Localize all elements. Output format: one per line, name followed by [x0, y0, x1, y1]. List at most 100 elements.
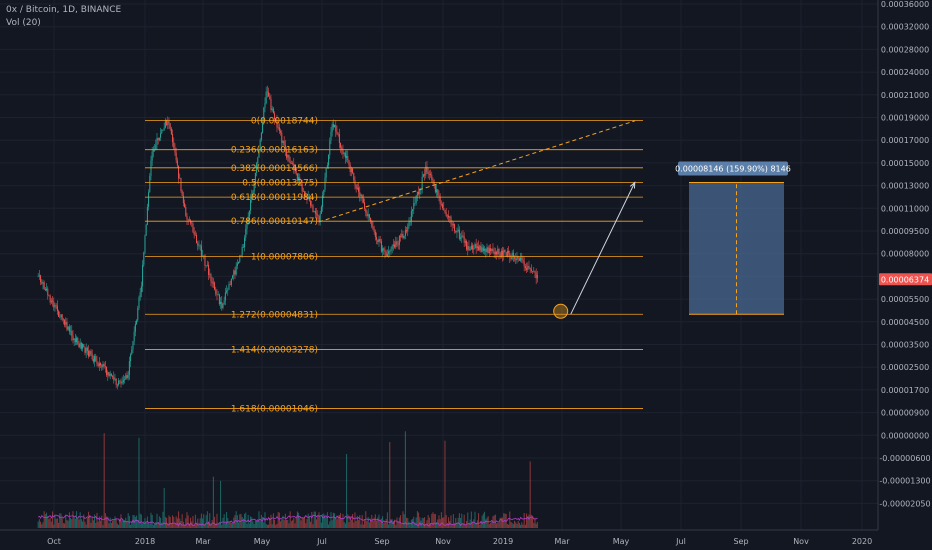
candle-body	[395, 241, 397, 248]
volume-bar	[164, 516, 166, 528]
candle-body	[468, 246, 470, 251]
volume-bar	[70, 518, 72, 528]
drawings[interactable]: 0.00008146 (159.90%) 8146	[318, 120, 791, 319]
fibonacci-levels[interactable]: 0(0.00018744) 0.236(0.00016163) 0.382(0.00…	[145, 116, 643, 414]
volume-bar	[474, 511, 476, 528]
volume-bar	[85, 524, 87, 528]
trendline-dashed[interactable]	[318, 120, 635, 223]
candle-body	[476, 246, 478, 248]
volume-bar	[149, 523, 151, 528]
candle-body	[246, 223, 248, 230]
candle-body	[338, 134, 340, 144]
volume-bar	[350, 519, 352, 528]
volume-bar	[326, 512, 328, 528]
symbol-title[interactable]: 0x / Bitcoin, 1D, BINANCE	[6, 5, 122, 15]
volume-bar	[89, 514, 91, 528]
target-arrow-line[interactable]	[570, 182, 636, 315]
candle-body	[172, 134, 174, 143]
price-tick-label: 0.00011000	[881, 204, 929, 213]
candle-body	[125, 375, 127, 380]
volume-bar	[385, 518, 387, 528]
volume-bar	[373, 517, 375, 528]
candle-body	[361, 194, 363, 199]
volume-bar	[347, 514, 349, 528]
volume-bar	[337, 515, 339, 528]
volume-bar	[102, 524, 104, 528]
candle-body	[204, 255, 206, 266]
price-tick-label: 0.00032000	[881, 23, 929, 32]
candle-body	[385, 252, 387, 257]
candle-body	[444, 209, 446, 213]
volume-bar	[259, 520, 261, 528]
candle-body	[209, 274, 211, 275]
volume-bar	[251, 517, 253, 528]
volume-indicator-label[interactable]: Vol (20)	[6, 18, 41, 28]
candle-body	[58, 311, 60, 317]
price-tick-label: 0.00000900	[881, 409, 929, 418]
volume-bar	[289, 511, 291, 528]
volume-bar	[121, 520, 123, 528]
volume-bar	[332, 512, 334, 528]
candle-body	[40, 275, 42, 283]
volume-bar	[443, 517, 445, 528]
candle-body	[143, 252, 145, 265]
time-tick-label: Jul	[316, 537, 327, 546]
candle-body	[314, 211, 316, 214]
volume-bar	[37, 521, 39, 528]
candle-body	[96, 361, 98, 364]
candle-body	[390, 249, 392, 252]
volume-bar	[178, 511, 180, 528]
volume-bar	[494, 514, 496, 528]
volume-bar	[115, 519, 117, 528]
target-circle-marker[interactable]	[553, 303, 569, 319]
candle-body	[379, 239, 381, 242]
candle-body	[55, 305, 57, 306]
volume-bar	[148, 522, 150, 528]
candle-body	[336, 131, 338, 134]
candle-body	[88, 350, 90, 357]
volume-bar	[335, 516, 337, 528]
candle-body	[61, 314, 63, 320]
volume-bar	[480, 522, 482, 528]
candle-body	[358, 187, 360, 192]
candle-body	[238, 261, 240, 264]
candle-body	[257, 157, 259, 164]
volume-bar	[361, 515, 363, 528]
volume-bar	[398, 517, 400, 528]
candle-body	[170, 128, 172, 135]
volume-bar	[139, 513, 141, 528]
volume-bar	[92, 520, 94, 528]
candle-body	[310, 200, 312, 206]
candle-body	[521, 257, 523, 260]
volume-bar	[91, 516, 93, 528]
candle-body	[527, 266, 529, 270]
volume-bar	[118, 524, 120, 528]
volume-bar	[306, 519, 308, 528]
volume-bar	[354, 512, 356, 528]
volume-bar	[60, 513, 62, 528]
candle-body	[326, 165, 328, 169]
time-axis[interactable]	[0, 530, 932, 550]
candle-body	[536, 275, 538, 279]
volume-bar	[62, 523, 64, 528]
volume-bar	[56, 518, 58, 528]
candle-body	[362, 198, 364, 203]
volume-bar	[88, 511, 90, 528]
price-axis[interactable]	[878, 0, 932, 530]
candle-body	[154, 149, 156, 151]
volume-bar	[488, 524, 490, 528]
volume-bar	[220, 480, 222, 528]
projection-label: 0.00008146 (159.90%) 8146	[675, 164, 791, 173]
time-tick-label: Mar	[554, 537, 570, 546]
fib-level-label: 1(0.00007806)	[251, 253, 318, 263]
volume-bar	[314, 511, 316, 528]
candle-body	[299, 177, 301, 183]
volume-bar	[198, 523, 200, 528]
volume-bar	[186, 512, 188, 528]
candle-body	[488, 248, 490, 254]
volume-bar	[530, 514, 532, 528]
candle-body	[436, 189, 438, 193]
candle-body	[472, 245, 474, 250]
volume-bar	[341, 518, 343, 528]
